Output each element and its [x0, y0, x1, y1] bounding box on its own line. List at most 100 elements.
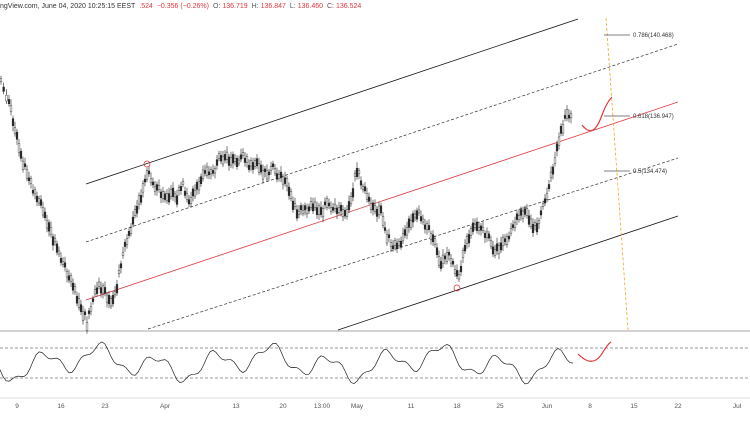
- candle-body: [159, 191, 163, 198]
- candle-body: [405, 227, 409, 236]
- candle-body: [531, 223, 535, 233]
- candle-body: [91, 298, 95, 302]
- candle-body: [31, 189, 35, 194]
- candle-body: [297, 210, 301, 215]
- candle-body: [355, 167, 359, 177]
- candle-body: [295, 209, 299, 219]
- x-tick-label: 20: [279, 403, 287, 410]
- candle-body: [519, 209, 523, 216]
- candle-body: [0, 78, 3, 83]
- candle-body: [301, 209, 305, 214]
- x-tick-label: 16: [57, 403, 65, 410]
- candle-body: [189, 197, 193, 204]
- candle-body: [489, 240, 493, 247]
- candle-body: [77, 298, 81, 308]
- candle-body: [179, 186, 183, 191]
- candle-body: [5, 94, 8, 102]
- candle-body: [383, 227, 387, 231]
- candle-body: [19, 150, 23, 159]
- candle-body: [475, 221, 479, 231]
- candle-body: [419, 216, 423, 222]
- candle-body: [461, 250, 465, 258]
- candle-body: [199, 176, 203, 185]
- candle-body: [61, 261, 65, 265]
- candle-body: [37, 198, 41, 204]
- candle-body: [433, 238, 437, 245]
- candle-body: [279, 171, 283, 179]
- candle-body: [121, 252, 125, 257]
- candle-body: [409, 219, 413, 228]
- candle-body: [277, 174, 281, 179]
- candle-body: [95, 287, 99, 294]
- fib-level-label: 0.786(140.468): [633, 33, 674, 39]
- candle-body: [537, 220, 541, 224]
- fib-level-label: 0.5(134.474): [633, 169, 667, 175]
- candle-body: [453, 269, 457, 274]
- candle-body: [23, 163, 27, 167]
- candle-body: [567, 114, 571, 119]
- candle-body: [257, 163, 261, 173]
- channel-lower-dashed-line: [147, 157, 679, 330]
- candle-body: [543, 198, 547, 204]
- candle-body: [375, 209, 379, 217]
- candle-body: [291, 200, 295, 210]
- candle-body: [415, 210, 419, 220]
- candle-body: [445, 252, 449, 262]
- candle-body: [533, 221, 537, 226]
- pivot-low-marker: [453, 284, 461, 292]
- candle-body: [65, 271, 69, 278]
- candle-body: [393, 240, 397, 246]
- candle-body: [125, 238, 129, 245]
- candle-body: [481, 227, 485, 231]
- candle-body: [505, 235, 509, 245]
- candle-body: [175, 195, 179, 205]
- candle-body: [289, 190, 293, 199]
- candle-body: [325, 198, 329, 208]
- candle-body: [441, 254, 445, 264]
- candle-body: [137, 195, 141, 205]
- header-high-value: 136.847: [260, 3, 286, 10]
- candle-body: [39, 199, 43, 206]
- candle-body: [551, 166, 555, 175]
- candle-body: [471, 222, 475, 232]
- candle-body: [113, 291, 117, 296]
- candle-body: [253, 160, 257, 167]
- x-tick-label: Jun: [542, 403, 553, 410]
- candle-body: [503, 238, 507, 242]
- candle-body: [227, 156, 231, 166]
- candle-body: [261, 170, 265, 180]
- candle-body: [259, 164, 263, 173]
- candle-body: [183, 190, 187, 196]
- candle-body: [523, 208, 527, 215]
- candle-body: [177, 187, 181, 191]
- candle-body: [213, 168, 217, 174]
- candle-body: [43, 211, 47, 219]
- candle-body: [529, 218, 533, 227]
- x-tick-label: 15: [630, 403, 638, 410]
- candle-body: [563, 115, 567, 119]
- candle-body: [561, 124, 565, 134]
- candle-body: [423, 224, 427, 230]
- candle-body: [403, 229, 407, 236]
- candle-body: [165, 193, 169, 202]
- candle-body: [229, 157, 233, 166]
- candle-body: [353, 172, 357, 177]
- candle-body: [197, 181, 201, 191]
- candle-body: [25, 169, 29, 179]
- candle-body: [29, 178, 33, 184]
- candle-body: [215, 159, 219, 166]
- candle-body: [343, 209, 347, 217]
- candle-body: [57, 250, 61, 255]
- candle-body: [305, 207, 309, 215]
- candle-body: [117, 270, 121, 274]
- candle-body: [107, 295, 111, 305]
- candle-body: [79, 304, 83, 313]
- candle-body: [101, 285, 105, 294]
- candle-body: [329, 206, 333, 212]
- candle-body: [399, 240, 403, 248]
- candle-body: [417, 209, 421, 214]
- candle-body: [535, 223, 539, 233]
- candle-body: [53, 238, 57, 242]
- candle-body: [549, 171, 553, 179]
- candle-body: [103, 287, 107, 294]
